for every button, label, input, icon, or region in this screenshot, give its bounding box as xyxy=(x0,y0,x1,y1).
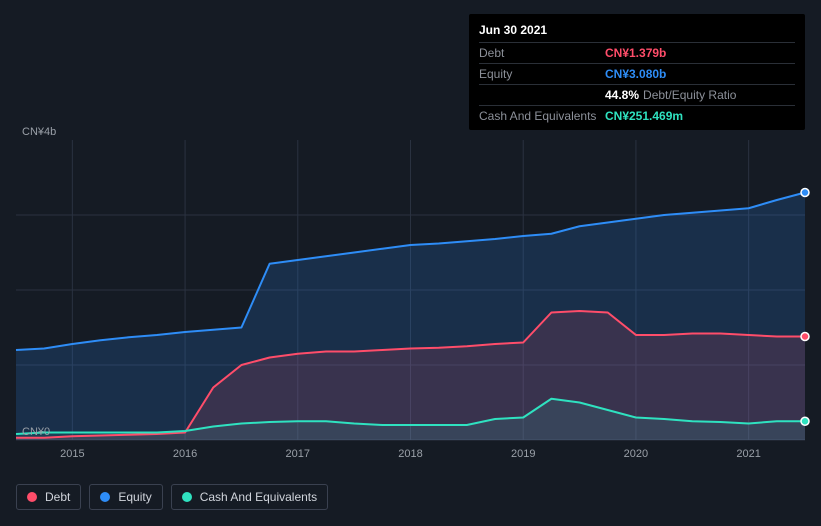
x-tick-label: 2016 xyxy=(173,448,197,460)
legend-swatch xyxy=(100,492,110,502)
series-end-marker xyxy=(801,189,809,197)
tooltip-row-label: Cash And Equivalents xyxy=(479,109,605,123)
legend-item[interactable]: Cash And Equivalents xyxy=(171,484,328,510)
legend-item[interactable]: Debt xyxy=(16,484,81,510)
tooltip-row-value: CN¥1.379b xyxy=(605,46,666,60)
x-tick-label: 2021 xyxy=(736,448,760,460)
tooltip: Jun 30 2021DebtCN¥1.379bEquityCN¥3.080b4… xyxy=(469,14,805,130)
chart-root: 2015 2016 2017 2018 2019 2020 2021 CN¥4b CN¥0 Jun… xyxy=(0,0,821,526)
series-end-marker xyxy=(801,417,809,425)
x-tick-label: 2017 xyxy=(286,448,310,460)
legend-swatch xyxy=(182,492,192,502)
tooltip-row-suffix: Debt/Equity Ratio xyxy=(643,88,736,102)
y-tick-label: CN¥4b xyxy=(22,126,56,138)
tooltip-date: Jun 30 2021 xyxy=(479,20,795,42)
tooltip-row-value: CN¥251.469m xyxy=(605,109,683,123)
x-tick-label: 2018 xyxy=(398,448,422,460)
x-tick-label: 2015 xyxy=(60,448,84,460)
tooltip-row: DebtCN¥1.379b xyxy=(479,42,795,63)
tooltip-row-label: Debt xyxy=(479,46,605,60)
legend: Debt Equity Cash And Equivalents xyxy=(16,484,328,510)
legend-label: Equity xyxy=(118,490,151,504)
legend-label: Cash And Equivalents xyxy=(200,490,317,504)
tooltip-row: 44.8% Debt/Equity Ratio xyxy=(479,84,795,105)
tooltip-row-label: Equity xyxy=(479,67,605,81)
x-tick-label: 2020 xyxy=(624,448,648,460)
x-tick-label: 2019 xyxy=(511,448,535,460)
tooltip-row: EquityCN¥3.080b xyxy=(479,63,795,84)
tooltip-row-value: CN¥3.080b xyxy=(605,67,666,81)
legend-item[interactable]: Equity xyxy=(89,484,162,510)
legend-label: Debt xyxy=(45,490,70,504)
tooltip-row-value: 44.8% xyxy=(605,88,639,102)
y-tick-label: CN¥0 xyxy=(22,426,50,438)
legend-swatch xyxy=(27,492,37,502)
series-end-marker xyxy=(801,333,809,341)
tooltip-row: Cash And EquivalentsCN¥251.469m xyxy=(479,105,795,126)
